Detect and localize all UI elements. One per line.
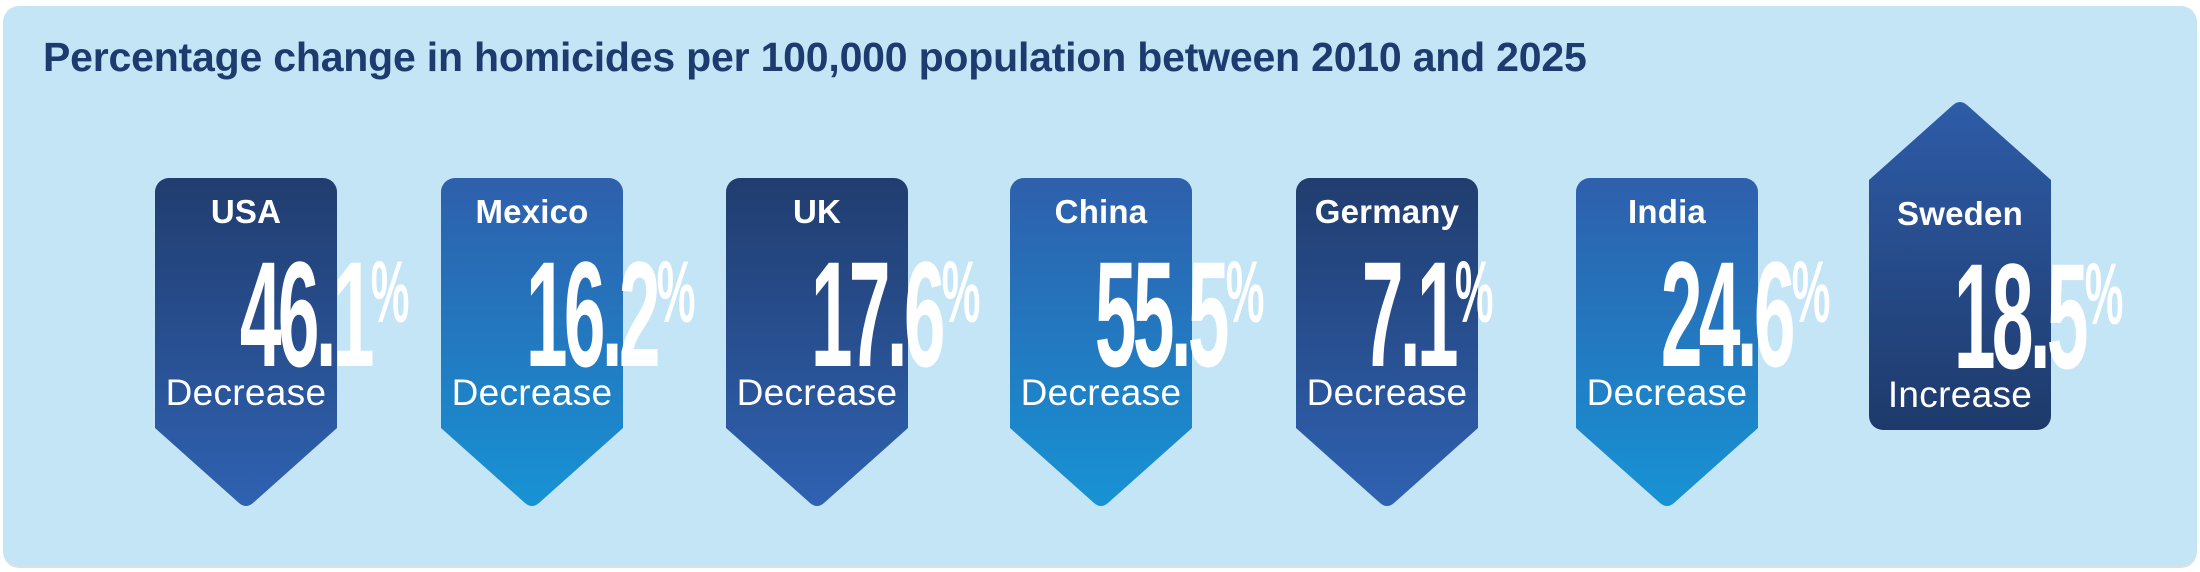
badge-body: UK 17.6% Decrease [726,178,981,428]
percent-sign: % [1791,244,1831,341]
down-arrow-icon [1576,178,1758,506]
value-digits: 24.6 [1660,230,1796,398]
down-arrow-icon [1296,178,1478,506]
percent-number: 18.5% [1954,236,2124,391]
percent-value: 24.6% [1576,234,1831,421]
direction-label: Decrease [165,372,327,413]
direction-label: Decrease [451,372,613,413]
direction-label: Decrease [736,372,898,413]
badge-mexico: Mexico 16.2% Decrease [441,178,696,510]
country-label: USA [210,193,282,230]
down-arrow-icon [441,178,623,506]
percent-number: 46.1% [240,234,410,389]
value-digits: 17.6 [810,230,946,398]
badge-row: USA 46.1% Decrease Mexico 16.2% D [3,6,2197,566]
percent-number: 55.5% [1095,234,1265,389]
percent-value: 18.5% [1869,236,2124,423]
badge-china: China 55.5% Decrease [1010,178,1265,510]
value-digits: 46.1 [239,230,375,398]
down-arrow-icon [726,178,908,506]
badge-body: Germany 7.1% Decrease [1296,178,1494,428]
percent-value: 16.2% [441,234,696,421]
percent-sign: % [656,244,696,341]
percent-number: 17.6% [811,234,981,389]
country-label: Germany [1314,193,1460,230]
percent-number: 16.2% [526,234,696,389]
value-digits: 16.2 [525,230,661,398]
down-arrow-icon [155,178,337,506]
percent-number: 24.6% [1661,234,1831,389]
percent-sign: % [1225,244,1265,341]
country-label: Sweden [1897,195,2023,232]
country-label: Mexico [475,193,589,230]
percent-value: 55.5% [1010,234,1265,421]
up-arrow-icon [1869,102,2051,430]
badge-body: Sweden 18.5% Increase [1869,180,2124,430]
infographic-card: Percentage change in homicides per 100,0… [3,6,2197,566]
badge-body: Mexico 16.2% Decrease [441,178,696,428]
percent-value: 17.6% [726,234,981,421]
badge-india: India 24.6% Decrease [1576,178,1831,510]
badge-germany: Germany 7.1% Decrease [1296,178,1494,510]
direction-label: Decrease [1586,372,1748,413]
direction-label: Increase [1887,374,2033,415]
down-arrow-icon [1010,178,1192,506]
value-digits: 55.5 [1094,230,1230,398]
country-label: UK [792,193,842,230]
badge-usa: USA 46.1% Decrease [155,178,410,510]
chart-title: Percentage change in homicides per 100,0… [43,34,1587,80]
value-digits: 7.1 [1361,230,1459,398]
percent-value: 7.1% [1296,234,1494,421]
percent-sign: % [1454,244,1494,341]
percent-sign: % [370,244,410,341]
percent-number: 7.1% [1362,234,1494,389]
badge-body: India 24.6% Decrease [1576,178,1831,428]
badge-uk: UK 17.6% Decrease [726,178,981,510]
percent-value: 46.1% [155,234,410,421]
value-digits: 18.5 [1953,232,2089,400]
badge-body: USA 46.1% Decrease [155,178,410,428]
country-label: China [1054,193,1148,230]
direction-label: Decrease [1306,372,1468,413]
badge-sweden: Sweden 18.5% Increase [1869,98,2124,430]
direction-label: Decrease [1020,372,1182,413]
badge-body: China 55.5% Decrease [1010,178,1265,428]
country-label: India [1627,193,1706,230]
percent-sign: % [2084,246,2124,343]
percent-sign: % [941,244,981,341]
